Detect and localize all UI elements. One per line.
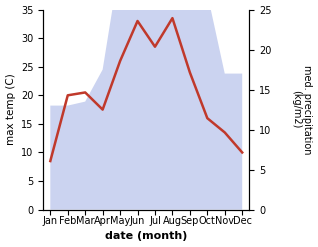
Y-axis label: med. precipitation
(kg/m2): med. precipitation (kg/m2) (291, 65, 313, 154)
Y-axis label: max temp (C): max temp (C) (5, 74, 16, 145)
X-axis label: date (month): date (month) (105, 231, 187, 242)
